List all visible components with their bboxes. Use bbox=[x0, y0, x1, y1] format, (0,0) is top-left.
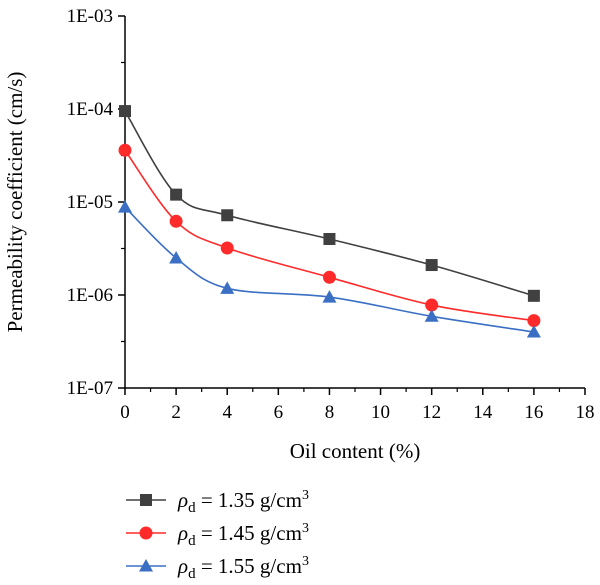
series-3 bbox=[118, 200, 541, 338]
series-line bbox=[124, 110, 535, 297]
data-point bbox=[170, 188, 183, 201]
data-point bbox=[527, 289, 540, 302]
y-tick-label: 1E-04 bbox=[67, 99, 114, 120]
x-tick-label: 4 bbox=[222, 402, 232, 423]
legend-marker bbox=[140, 494, 152, 506]
series-layer bbox=[118, 105, 541, 338]
legend-item-3: ρd = 1.55 g/cm3 bbox=[126, 554, 309, 582]
x-tick-label: 0 bbox=[120, 402, 130, 423]
data-point bbox=[220, 281, 235, 294]
legend-item-1: ρd = 1.35 g/cm3 bbox=[126, 488, 309, 516]
legend-marker bbox=[139, 526, 153, 540]
y-tick-label: 1E-05 bbox=[67, 192, 113, 213]
data-point bbox=[118, 143, 132, 157]
data-point bbox=[425, 298, 439, 312]
x-axis-title: Oil content (%) bbox=[290, 439, 421, 463]
data-point bbox=[169, 214, 183, 228]
y-tick-label: 1E-03 bbox=[67, 6, 113, 27]
series-1 bbox=[119, 105, 540, 302]
legend-item-2: ρd = 1.45 g/cm3 bbox=[126, 521, 309, 549]
x-tick-label: 14 bbox=[473, 402, 493, 423]
legend-label: ρd = 1.55 g/cm3 bbox=[177, 554, 309, 582]
x-tick-label: 16 bbox=[524, 402, 543, 423]
x-tick-label: 12 bbox=[422, 402, 441, 423]
data-point bbox=[221, 209, 234, 222]
data-point bbox=[424, 309, 439, 322]
axes: 0 2 4 6 8 10 12 14 16 18 1E-07 1E-06 1E-05 1E-04 1E-03 bbox=[67, 6, 595, 423]
legend-label: ρd = 1.35 g/cm3 bbox=[177, 488, 309, 516]
data-point bbox=[425, 259, 438, 272]
legend-marker bbox=[139, 559, 153, 572]
x-tick-label: 2 bbox=[171, 402, 181, 423]
data-point bbox=[118, 200, 132, 213]
data-point bbox=[119, 105, 131, 118]
x-tick-label: 8 bbox=[325, 402, 335, 423]
data-point bbox=[527, 314, 541, 328]
legend-label: ρd = 1.45 g/cm3 bbox=[177, 521, 309, 549]
data-point bbox=[322, 290, 337, 303]
series-line bbox=[124, 206, 535, 333]
legend: ρd = 1.35 g/cm3 ρd = 1.45 g/cm3 ρd = 1.55 … bbox=[126, 488, 309, 582]
y-tick-label: 1E-06 bbox=[67, 285, 113, 306]
y-axis-title: Permeability coefficient (cm/s) bbox=[3, 72, 27, 333]
y-tick-label: 1E-07 bbox=[67, 378, 113, 399]
data-point bbox=[322, 270, 336, 284]
x-tick-label: 10 bbox=[371, 402, 390, 423]
data-point bbox=[169, 250, 184, 264]
x-tick-label: 18 bbox=[576, 402, 595, 423]
data-point bbox=[220, 241, 234, 255]
series-2 bbox=[118, 143, 541, 328]
x-tick-label: 6 bbox=[274, 402, 284, 423]
data-point bbox=[323, 233, 336, 246]
data-point bbox=[526, 325, 541, 338]
